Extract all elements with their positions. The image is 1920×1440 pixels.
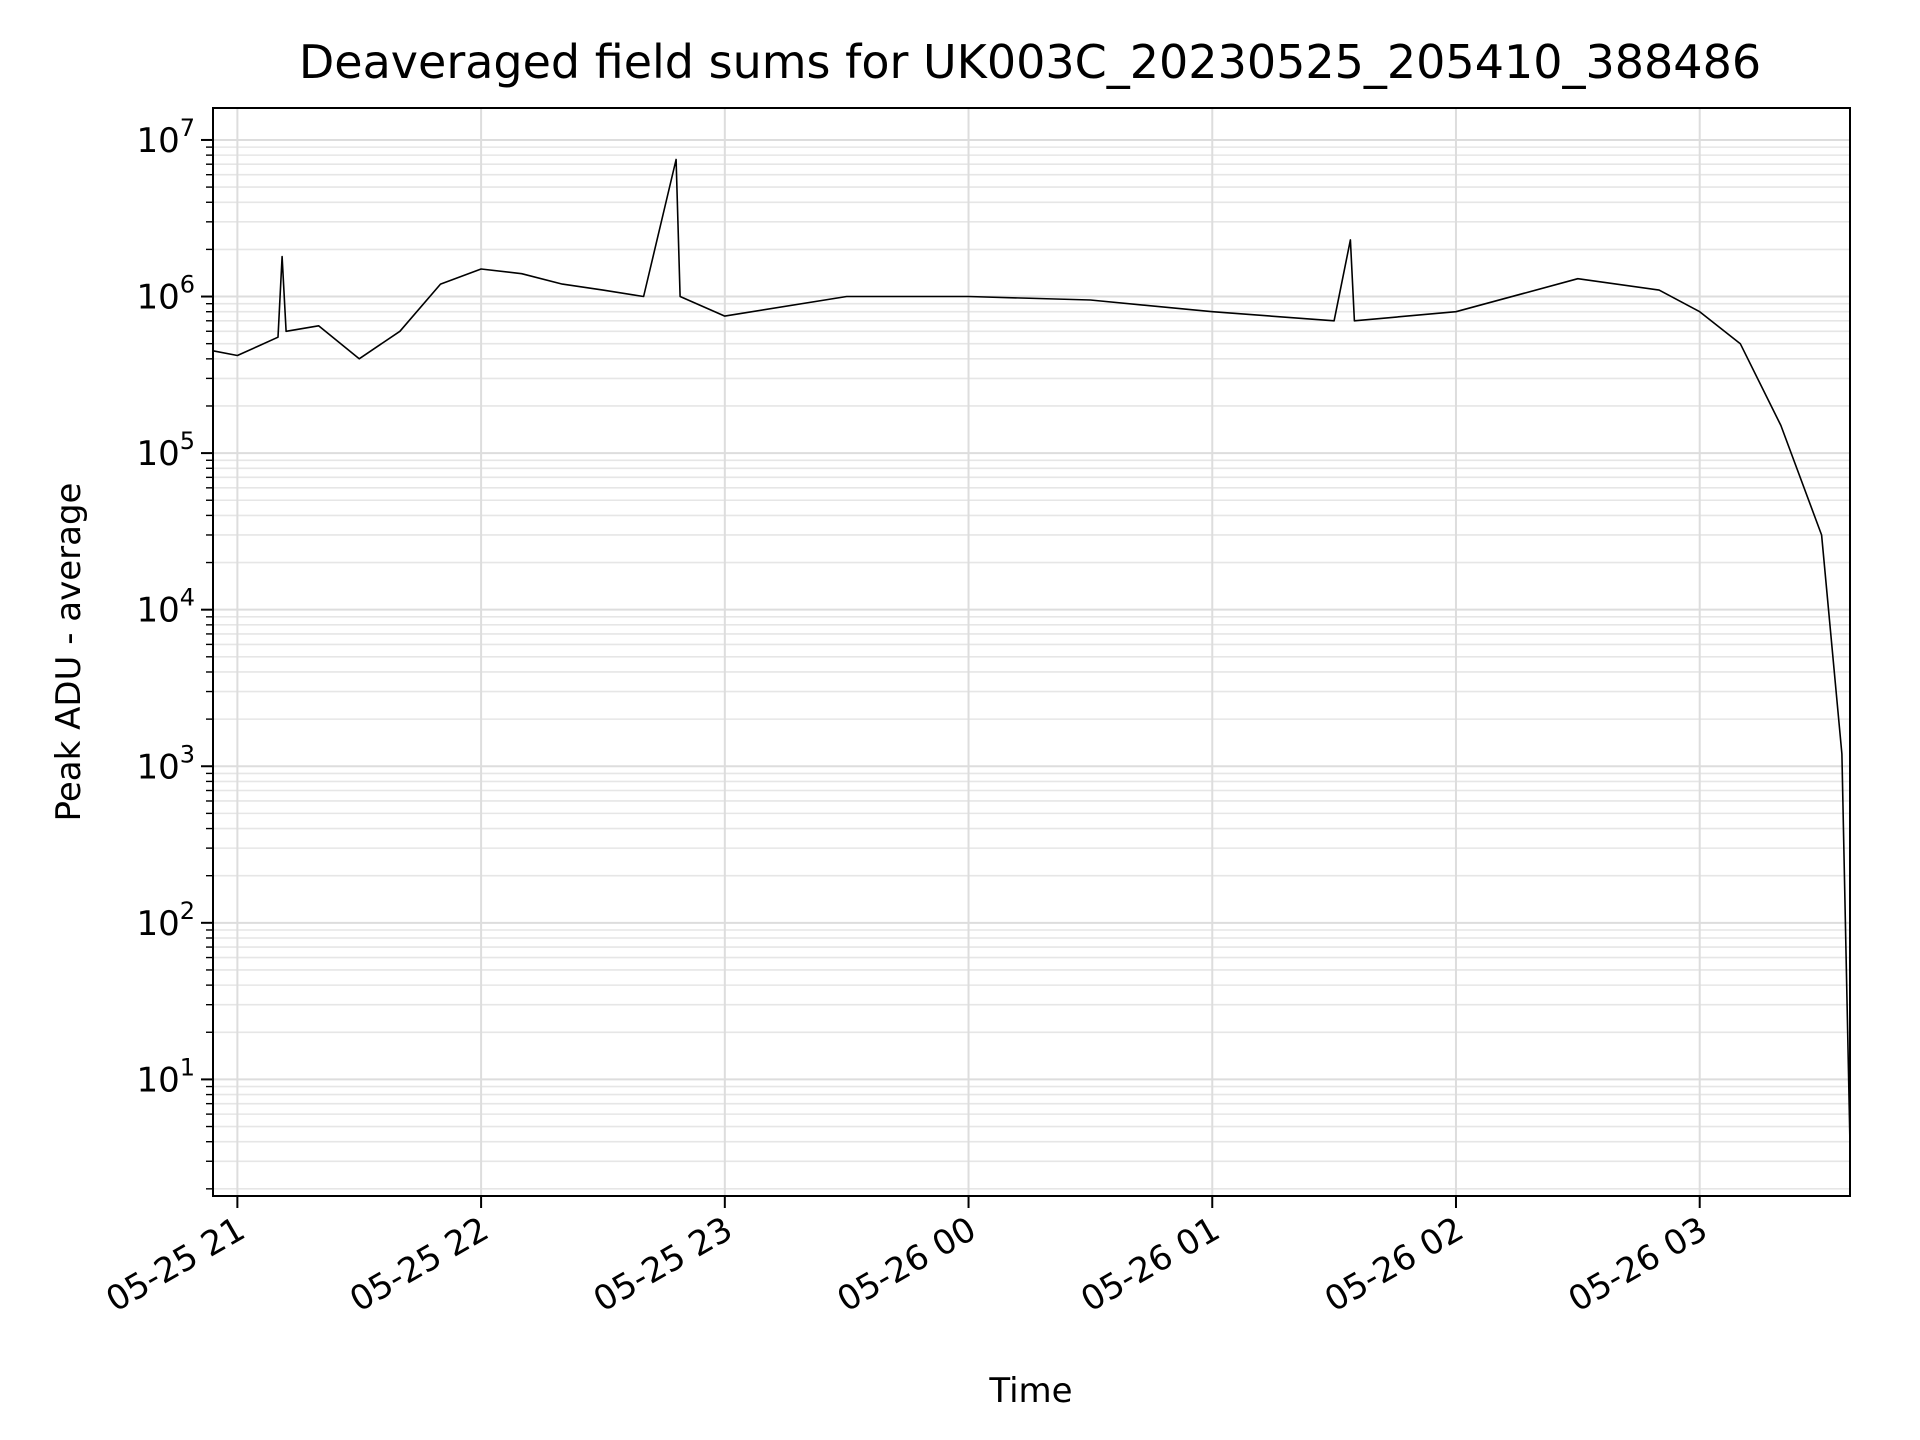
y-axis: 101 102 103 104 105 106 107 [136, 114, 213, 1190]
y-tick-label: 106 [136, 271, 195, 318]
x-tick-label: 05-25 23 [587, 1209, 739, 1320]
x-tick-label: 05-26 01 [1074, 1209, 1226, 1320]
x-tick-label: 05-25 21 [99, 1209, 251, 1320]
y-tick-label: 101 [136, 1053, 195, 1100]
y-tick-label: 104 [136, 584, 195, 631]
y-axis-label: Peak ADU - average [49, 483, 89, 822]
series-layer [212, 158, 1851, 1146]
x-axis-label: Time [988, 1371, 1072, 1411]
y-tick-label: 107 [136, 114, 195, 161]
x-axis: 05-25 21 05-25 22 05-25 23 05-26 00 05-26 01… [99, 1196, 1714, 1320]
series-line [212, 158, 1851, 1146]
chart-title: Deaveraged field sums for UK003C_2023052… [299, 35, 1761, 89]
x-tick-label: 05-26 03 [1562, 1209, 1714, 1320]
x-tick-label: 05-26 02 [1318, 1209, 1470, 1320]
x-tick-label: 05-25 22 [343, 1209, 495, 1320]
y-tick-label: 102 [136, 897, 195, 944]
y-tick-label: 105 [136, 427, 195, 474]
y-tick-label: 103 [136, 740, 195, 787]
grid-layer [213, 108, 1850, 1196]
x-tick-label: 05-26 00 [831, 1209, 983, 1320]
plot-frame [212, 107, 1851, 1197]
